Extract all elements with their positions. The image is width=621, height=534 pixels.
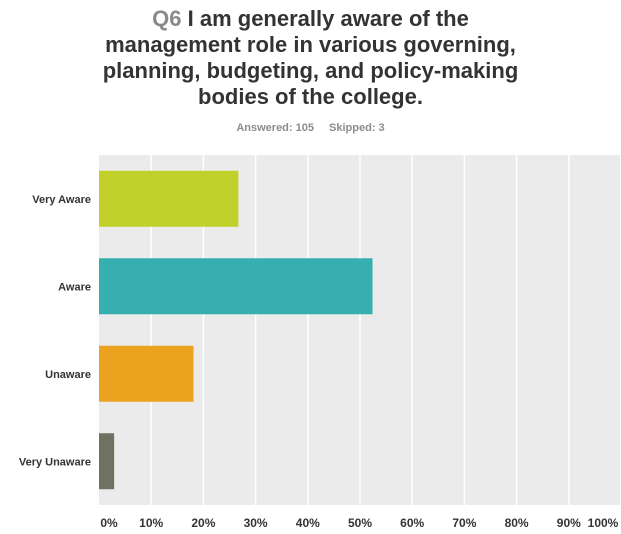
- bar-unaware: [99, 345, 194, 402]
- x-tick-label: 40%: [296, 516, 320, 530]
- x-tick-label: 10%: [139, 516, 163, 530]
- category-label: Aware: [58, 281, 91, 293]
- title-line-2: management role in various governing,: [105, 32, 516, 57]
- category-label: Very Aware: [32, 194, 91, 206]
- response-stats: Answered: 105 Skipped: 3: [0, 122, 621, 134]
- x-tick-label: 50%: [348, 516, 372, 530]
- x-tick-label: 80%: [505, 516, 529, 530]
- x-tick-label: 20%: [191, 516, 215, 530]
- x-tick-label: 0%: [100, 516, 118, 530]
- category-label: Unaware: [45, 369, 91, 381]
- x-tick-label: 100%: [588, 516, 619, 530]
- answered-count: Answered: 105: [236, 122, 314, 134]
- bars: [99, 170, 373, 490]
- bar-aware: [99, 258, 373, 315]
- bar-very-aware: [99, 170, 239, 227]
- category-labels: Very Aware Aware Unaware Very Unaware: [19, 194, 91, 469]
- title-line-1: Q6 I am generally aware of the: [0, 6, 621, 32]
- x-tick-label: 30%: [244, 516, 268, 530]
- x-tick-label: 70%: [452, 516, 476, 530]
- x-tick-label: 60%: [400, 516, 424, 530]
- question-number: Q6: [152, 6, 182, 31]
- bar-very-unaware: [99, 433, 115, 490]
- title-text-1: I am generally aware of the: [187, 6, 469, 31]
- question-title: Q6 I am generally aware of the managemen…: [0, 6, 621, 110]
- x-tick-label: 90%: [557, 516, 581, 530]
- title-line-4: bodies of the college.: [198, 84, 423, 109]
- category-label: Very Unaware: [19, 456, 91, 468]
- title-line-3: planning, budgeting, and policy-making: [102, 58, 519, 83]
- skipped-count: Skipped: 3: [329, 122, 385, 134]
- x-tick-labels: 0% 10% 20% 30% 40% 50% 60% 70% 80% 90% 100%: [100, 516, 618, 530]
